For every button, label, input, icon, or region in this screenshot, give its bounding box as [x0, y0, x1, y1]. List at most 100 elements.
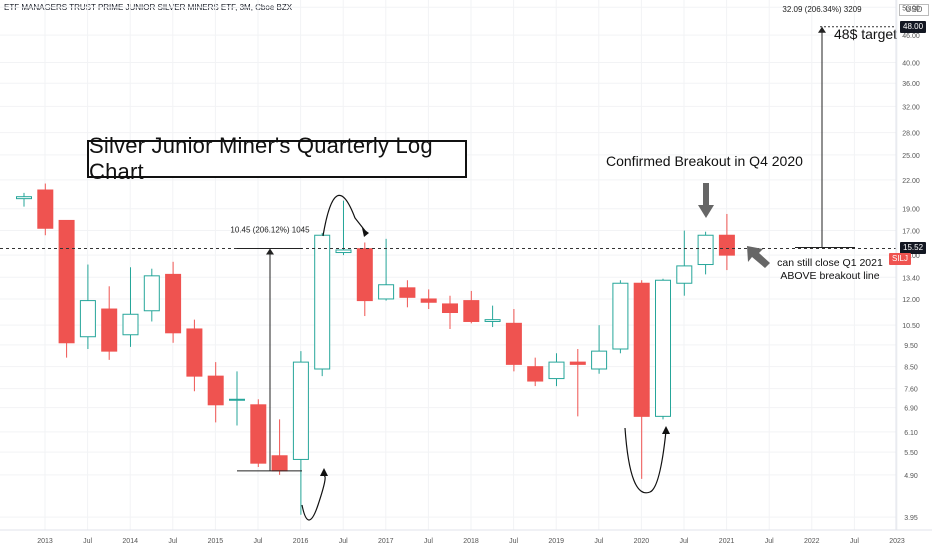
arc-2016-bottom — [301, 475, 326, 521]
breakout-arrow — [698, 183, 714, 218]
y-tick-label: 8.50 — [904, 365, 918, 372]
y-tick-label: 12.00 — [902, 297, 920, 304]
y-tick-label: 32.00 — [902, 104, 920, 111]
candle-body[interactable] — [143, 275, 160, 312]
price-tag-current: 15.52 — [900, 242, 927, 255]
x-tick-label: Jul — [509, 538, 518, 545]
breakout-text: Confirmed Breakout in Q4 2020 — [606, 153, 803, 169]
arc-2020-bottom — [624, 427, 667, 494]
candle-body[interactable] — [122, 313, 139, 336]
candle-body[interactable] — [271, 455, 288, 472]
candle-body[interactable] — [505, 322, 522, 365]
candle-body[interactable] — [58, 219, 75, 344]
candle-body[interactable] — [37, 189, 54, 229]
x-tick-label: Jul — [424, 538, 433, 545]
candle-body[interactable] — [16, 196, 32, 200]
candle-body[interactable] — [591, 350, 608, 370]
measure1-label: 10.45 (206.12%) 1045 — [230, 225, 310, 234]
candle-body[interactable] — [314, 234, 331, 370]
y-tick-label: 15.00 — [902, 253, 920, 260]
x-tick-label: 2013 — [37, 538, 53, 545]
x-tick-label: Jul — [850, 538, 859, 545]
candle-body[interactable] — [633, 282, 650, 417]
y-tick-label: 6.90 — [904, 406, 918, 413]
chart-title: Silver Junior Miner's Quarterly Log Char… — [87, 133, 467, 184]
y-tick-label: 28.00 — [902, 131, 920, 138]
candle-body[interactable] — [335, 249, 352, 254]
x-tick-label: Jul — [83, 538, 92, 545]
x-tick-label: 2015 — [208, 538, 224, 545]
y-tick-label: 17.00 — [902, 229, 920, 236]
candle-body[interactable] — [207, 375, 224, 406]
arc-2020-bottom-arrowhead — [662, 426, 670, 434]
price-tag-target: 48.00 — [900, 20, 927, 33]
x-tick-label: 2017 — [378, 538, 394, 545]
x-tick-label: Jul — [594, 538, 603, 545]
y-tick-label: 25.00 — [902, 153, 920, 160]
y-tick-label: 9.50 — [904, 343, 918, 350]
y-tick-label: 5.50 — [904, 450, 918, 457]
y-tick-label: 10.50 — [902, 323, 920, 330]
y-tick-label: 40.00 — [902, 61, 920, 68]
y-tick-label: 3.95 — [904, 515, 918, 522]
candle-body[interactable] — [250, 404, 267, 464]
candles-layer — [16, 183, 735, 515]
x-tick-label: Jul — [765, 538, 774, 545]
candle-body[interactable] — [101, 308, 118, 352]
annotations-layer: 10.45 (206.12%) 1045 32.09 (206.34%) 3209… — [0, 5, 897, 521]
candle-body[interactable] — [569, 361, 586, 365]
target-text: 48$ target — [834, 26, 897, 42]
candle-body[interactable] — [655, 279, 671, 417]
y-tick-label: 4.90 — [904, 473, 918, 480]
close-text-line1: can still close Q1 2021 — [777, 257, 883, 269]
candle-body[interactable] — [229, 398, 245, 401]
candle-body[interactable] — [697, 234, 714, 266]
candle-body[interactable] — [548, 361, 565, 380]
arc-2016-top — [322, 194, 367, 237]
candle-body[interactable] — [79, 300, 96, 338]
x-tick-label: Jul — [168, 538, 177, 545]
currency-label[interactable]: USD — [899, 4, 929, 16]
y-tick-label: 22.00 — [902, 178, 920, 185]
measure1-arrowhead — [266, 248, 274, 255]
candle-body[interactable] — [292, 361, 309, 460]
candle-body[interactable] — [527, 366, 544, 382]
x-tick-label: 2023 — [889, 538, 905, 545]
x-tick-label: 2019 — [548, 538, 564, 545]
x-tick-label: Jul — [254, 538, 263, 545]
y-tick-label: 19.00 — [902, 207, 920, 214]
y-tick-label: 46.00 — [902, 33, 920, 40]
arc-2016-top-arrowhead — [362, 228, 369, 237]
x-tick-label: Jul — [680, 538, 689, 545]
x-tick-label: 2022 — [804, 538, 820, 545]
x-tick-label: 2020 — [634, 538, 650, 545]
candle-body[interactable] — [165, 273, 182, 334]
y-tick-label: 7.60 — [904, 387, 918, 394]
x-tick-label: Jul — [339, 538, 348, 545]
candle-body[interactable] — [484, 319, 501, 322]
x-tick-label: 2018 — [463, 538, 479, 545]
measure2-label: 32.09 (206.34%) 3209 — [782, 5, 862, 14]
candle-body[interactable] — [399, 287, 416, 298]
candle-body[interactable] — [442, 303, 458, 314]
candle-body[interactable] — [463, 300, 480, 322]
candle-body[interactable] — [420, 298, 437, 303]
close-arrow — [747, 246, 770, 268]
candle-body[interactable] — [378, 284, 395, 300]
y-tick-label: 6.10 — [904, 430, 918, 437]
candle-body[interactable] — [612, 282, 629, 350]
y-tick-label: 53.00 — [902, 5, 920, 12]
x-tick-label: 2021 — [719, 538, 735, 545]
candle-body[interactable] — [676, 265, 693, 284]
y-tick-label: 13.40 — [902, 275, 920, 282]
y-tick-label: 36.00 — [902, 81, 920, 88]
symbol-tag: SILJ — [889, 253, 912, 266]
candle-body[interactable] — [356, 248, 373, 302]
x-tick-label: 2016 — [293, 538, 309, 545]
measure2-arrowhead — [818, 26, 826, 33]
candle-body[interactable] — [186, 328, 203, 377]
candle-body[interactable] — [718, 234, 735, 256]
arc-2016-bottom-arrowhead — [320, 468, 328, 476]
